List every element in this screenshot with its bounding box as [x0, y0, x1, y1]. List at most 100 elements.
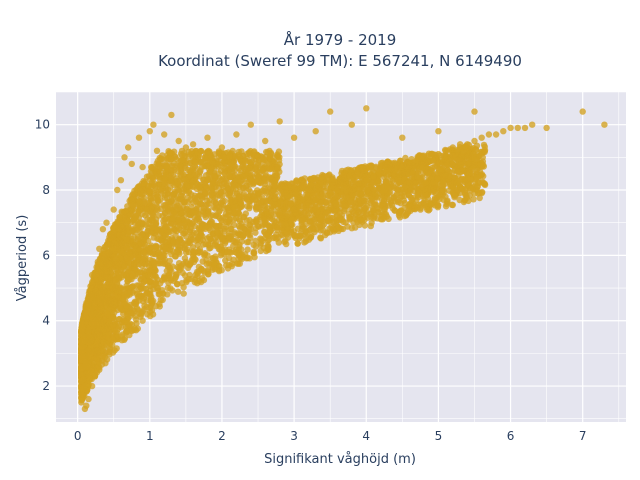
data-point [145, 277, 153, 284]
data-point [145, 173, 153, 180]
data-point [167, 203, 174, 211]
data-point [303, 229, 310, 236]
data-point [103, 356, 111, 363]
data-point [122, 318, 129, 325]
data-point [370, 206, 377, 213]
data-point [369, 194, 376, 201]
data-point [136, 198, 143, 205]
data-point [140, 285, 147, 292]
data-point [121, 263, 128, 270]
data-point [174, 168, 182, 175]
data-point [456, 196, 463, 204]
data-point [159, 152, 166, 159]
data-point [280, 206, 288, 213]
data-point [481, 181, 488, 188]
data-point [159, 212, 166, 220]
data-point [202, 182, 209, 190]
data-point [162, 162, 170, 169]
data-point [480, 141, 488, 149]
data-point [169, 263, 176, 270]
data-point [150, 234, 157, 241]
data-point [442, 172, 449, 179]
data-point [473, 157, 480, 164]
data-point [127, 253, 134, 260]
data-point [325, 215, 332, 222]
data-point [97, 278, 105, 285]
data-point [243, 239, 251, 246]
data-point [178, 198, 185, 206]
data-point [149, 214, 156, 222]
data-point [130, 196, 137, 203]
data-point [272, 170, 279, 177]
data-point [454, 168, 461, 175]
data-point [164, 263, 172, 270]
data-point [181, 150, 188, 157]
data-point [179, 193, 186, 200]
data-point [323, 199, 330, 206]
data-point [250, 149, 258, 156]
data-point [181, 162, 188, 169]
data-point [112, 256, 120, 263]
data-point [155, 235, 163, 242]
data-point [159, 290, 167, 297]
data-point [216, 263, 223, 270]
data-point [299, 216, 307, 223]
data-point [144, 272, 151, 279]
data-point [274, 224, 281, 231]
data-point [415, 189, 423, 196]
data-point [176, 244, 183, 251]
data-point [244, 254, 251, 261]
data-point [122, 298, 129, 305]
data-point [225, 172, 233, 179]
data-point [180, 290, 187, 297]
data-point [170, 220, 177, 228]
data-point [227, 192, 234, 199]
data-point [287, 200, 294, 207]
data-point [263, 231, 270, 238]
data-point [163, 239, 170, 246]
data-point [339, 201, 347, 208]
data-point [211, 235, 219, 242]
data-point [297, 232, 304, 239]
data-point [170, 209, 178, 216]
data-point [253, 200, 261, 207]
data-point [93, 341, 101, 348]
data-point [218, 250, 225, 257]
data-point [417, 163, 425, 170]
data-point [165, 228, 172, 236]
data-point [389, 183, 397, 190]
data-point [394, 187, 402, 194]
data-point [366, 164, 374, 171]
data-point [357, 197, 364, 205]
data-point [396, 179, 403, 186]
data-point [179, 269, 186, 277]
data-point [202, 225, 209, 233]
data-point [172, 175, 180, 182]
data-point [457, 161, 465, 168]
data-point [263, 189, 270, 197]
data-point [108, 246, 116, 253]
data-point [139, 273, 146, 280]
data-point [173, 280, 181, 288]
data-point [132, 312, 139, 320]
data-point [172, 273, 180, 280]
data-point [309, 225, 316, 232]
data-point [191, 192, 198, 199]
data-point [265, 223, 273, 230]
data-point [248, 157, 256, 165]
data-point [367, 222, 374, 230]
data-point [161, 180, 168, 187]
data-point [225, 208, 233, 215]
data-point [481, 146, 489, 154]
data-point [215, 213, 222, 220]
data-point [415, 182, 422, 190]
data-points [78, 105, 608, 413]
data-point [464, 160, 472, 167]
data-point [221, 225, 228, 232]
data-point [250, 241, 257, 249]
data-point [315, 185, 322, 192]
data-point [175, 186, 182, 194]
data-point [422, 179, 429, 187]
data-point [331, 208, 338, 215]
data-point [116, 214, 123, 221]
